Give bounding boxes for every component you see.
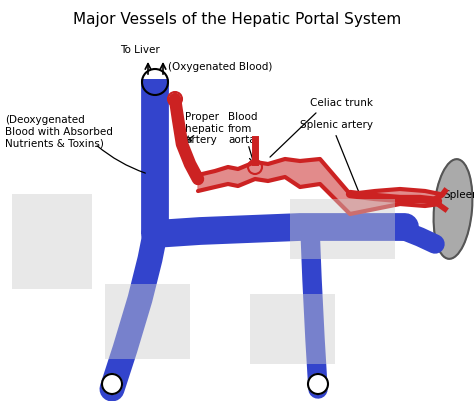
Bar [290, 200, 395, 259]
Bar [105, 284, 190, 359]
Text: Splenic artery: Splenic artery [300, 120, 373, 130]
Bar [12, 194, 92, 289]
Text: Spleen: Spleen [443, 190, 474, 200]
Text: (Deoxygenated
Blood with Absorbed
Nutrients & Toxins): (Deoxygenated Blood with Absorbed Nutrie… [5, 115, 113, 148]
Text: To Liver: To Liver [120, 45, 160, 55]
Text: (Oxygenated Blood): (Oxygenated Blood) [168, 62, 273, 72]
Polygon shape [198, 160, 440, 215]
Text: Proper
hepatic
artery: Proper hepatic artery [185, 112, 224, 145]
Bar [250, 294, 335, 364]
Ellipse shape [434, 160, 473, 259]
Text: Celiac trunk: Celiac trunk [310, 98, 373, 108]
Text: Blood
from
aorta: Blood from aorta [228, 112, 257, 145]
Circle shape [308, 374, 328, 394]
Text: Major Vessels of the Hepatic Portal System: Major Vessels of the Hepatic Portal Syst… [73, 12, 401, 27]
Polygon shape [195, 217, 380, 239]
Circle shape [102, 374, 122, 394]
